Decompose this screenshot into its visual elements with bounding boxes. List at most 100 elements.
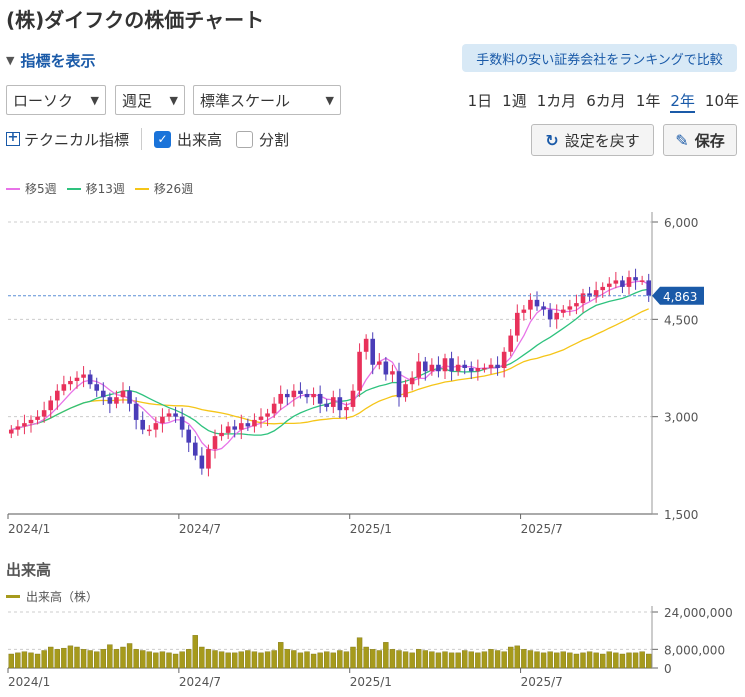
period-tab[interactable]: 2年 bbox=[670, 90, 695, 113]
volume-bar bbox=[87, 650, 93, 669]
volume-bar bbox=[527, 650, 534, 669]
broker-ranking-button[interactable]: 手数料の安い証券会社をランキングで比較 bbox=[462, 44, 737, 72]
candle-body bbox=[8, 429, 14, 434]
candle-body bbox=[541, 306, 546, 310]
volume-bar bbox=[133, 649, 139, 669]
volume-bar bbox=[324, 651, 330, 669]
candle-body bbox=[317, 393, 323, 404]
chevron-down-icon: ▼ bbox=[325, 93, 334, 107]
plus-icon[interactable]: + bbox=[6, 130, 20, 146]
candle-body bbox=[265, 413, 270, 417]
volume-bar bbox=[337, 650, 343, 669]
volume-bar bbox=[586, 651, 593, 669]
candle-body bbox=[100, 390, 106, 398]
volume-bar bbox=[632, 652, 639, 669]
reset-settings-button[interactable]: ↻ 設定を戻す bbox=[531, 124, 654, 156]
volume-bar bbox=[593, 652, 599, 669]
scale-select[interactable]: 標準スケール ▼ bbox=[193, 85, 341, 115]
y-tick-label: 3,000 bbox=[664, 411, 698, 425]
volume-bar bbox=[363, 646, 369, 669]
candle-body bbox=[436, 364, 441, 372]
volume-bar bbox=[54, 649, 60, 669]
volume-bar bbox=[646, 653, 652, 669]
volume-bar bbox=[41, 650, 47, 669]
period-tab[interactable]: 1日 bbox=[467, 92, 493, 110]
candle-body bbox=[488, 364, 494, 368]
volume-bar bbox=[159, 651, 166, 669]
candle-body bbox=[593, 290, 599, 297]
refresh-icon: ↻ bbox=[545, 130, 559, 150]
candle-body bbox=[580, 293, 586, 304]
volume-legend-label: 出来高（株） bbox=[26, 590, 99, 604]
candle-body bbox=[646, 280, 652, 296]
save-button[interactable]: ✎ 保存 bbox=[663, 124, 737, 156]
candle-body bbox=[48, 400, 54, 411]
candle-body bbox=[127, 390, 132, 404]
candle-body bbox=[291, 390, 297, 398]
volume-bar bbox=[126, 643, 133, 669]
candle-body bbox=[376, 361, 382, 365]
candle-body bbox=[606, 283, 612, 287]
volume-bar bbox=[107, 644, 113, 669]
ma-line bbox=[11, 288, 649, 436]
candle-body bbox=[74, 377, 80, 381]
volume-bar bbox=[140, 650, 146, 669]
interval-value: 週足 bbox=[122, 91, 153, 110]
volume-bar bbox=[284, 649, 290, 669]
candle-body bbox=[133, 403, 139, 420]
candle-body bbox=[61, 384, 67, 391]
candle-body bbox=[324, 403, 330, 407]
candle-body bbox=[547, 309, 553, 320]
period-tab[interactable]: 6カ月 bbox=[586, 92, 626, 110]
candle-body bbox=[284, 393, 290, 398]
show-indicators-toggle[interactable]: ▼ 指標を表示 bbox=[6, 50, 95, 71]
volume-bar bbox=[232, 652, 238, 669]
volume-bar bbox=[251, 651, 258, 669]
volume-bar bbox=[80, 649, 87, 669]
candle-body bbox=[403, 384, 408, 398]
legend-swatch bbox=[66, 187, 81, 190]
interval-select[interactable]: 週足 ▼ bbox=[115, 85, 185, 115]
volume-bar bbox=[192, 635, 198, 669]
volume-bar bbox=[8, 653, 14, 669]
volume-bar bbox=[225, 652, 231, 669]
volume-bar bbox=[186, 649, 192, 669]
period-tab[interactable]: 1カ月 bbox=[536, 92, 577, 110]
volume-bar bbox=[383, 642, 389, 669]
volume-bar bbox=[61, 647, 67, 669]
period-tab[interactable]: 1年 bbox=[635, 92, 661, 110]
volume-bar bbox=[448, 652, 455, 669]
volume-bar bbox=[297, 652, 304, 669]
candle-body bbox=[107, 397, 113, 404]
volume-bar bbox=[245, 650, 251, 669]
legend-item: 移5週 bbox=[6, 180, 57, 197]
volume-bar bbox=[547, 651, 553, 669]
candle-body bbox=[311, 393, 316, 398]
volume-bar bbox=[514, 645, 520, 669]
volume-bar bbox=[501, 651, 507, 669]
candle-body bbox=[370, 338, 376, 365]
candle-body bbox=[68, 380, 73, 385]
volume-bar bbox=[521, 649, 527, 669]
candle-body bbox=[41, 410, 47, 417]
volume-checkbox-label: 出来高 bbox=[177, 130, 223, 149]
technical-indicators-link[interactable]: テクニカル指標 bbox=[24, 130, 130, 149]
volume-checkbox[interactable]: ✓ bbox=[154, 130, 172, 148]
candle-body bbox=[514, 312, 520, 336]
split-checkbox[interactable] bbox=[236, 130, 254, 148]
period-tab[interactable]: 1週 bbox=[502, 92, 527, 110]
period-tab[interactable]: 10年 bbox=[704, 92, 739, 110]
current-price-label: 4,863 bbox=[663, 290, 697, 304]
candle-body bbox=[160, 416, 165, 424]
volume-bar bbox=[376, 650, 382, 669]
candle-body bbox=[357, 351, 362, 391]
chart-type-select[interactable]: ローソク ▼ bbox=[6, 85, 106, 115]
candle-body bbox=[179, 416, 185, 430]
x-tick-label: 2025/7 bbox=[521, 522, 563, 536]
candle-body bbox=[330, 397, 336, 407]
candle-body bbox=[298, 390, 303, 394]
candle-body bbox=[81, 374, 86, 378]
volume-y-tick-label: 8,000,000 bbox=[664, 643, 725, 657]
volume-bar bbox=[310, 653, 317, 669]
